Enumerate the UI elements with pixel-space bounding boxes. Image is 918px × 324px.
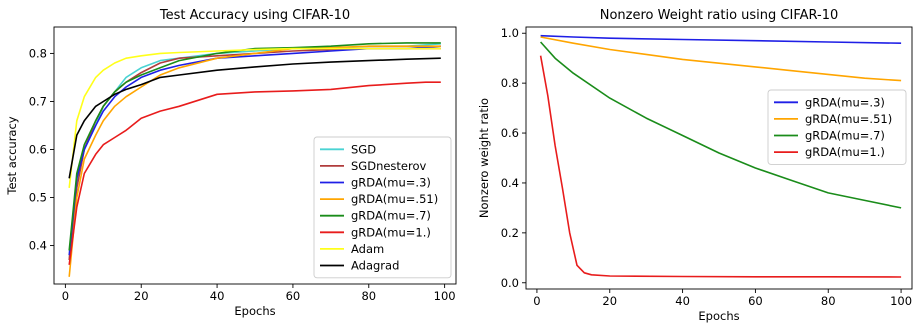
series-group [539,34,902,278]
series-line [68,57,441,179]
x-tick-label: 20 [602,294,617,308]
series-line [68,81,441,265]
chart-title: Test Accuracy using CIFAR-10 [159,8,350,23]
legend-entry: gRDA(mu=.7) [805,129,885,143]
x-tick-label: 100 [890,294,912,308]
y-tick-label: 0.4 [29,239,47,253]
y-tick-label: 0.8 [29,46,47,60]
y-axis-label: Nonzero weight ratio [477,98,491,218]
legend-entry: Adam [351,242,384,256]
series-line [68,47,441,188]
series-line [68,45,441,277]
legend-entry: gRDA(mu=.51) [351,192,438,206]
legend-box [767,89,907,165]
legend-box [313,136,452,279]
legend-entry: gRDA(mu=1.) [351,225,431,239]
chart-title: Nonzero Weight ratio using CIFAR-10 [600,8,839,23]
x-tick-label: 0 [62,289,69,303]
x-tick-label: 20 [134,289,149,303]
x-axis-label: Epochs [234,304,275,318]
y-tick-label: 0.4 [501,176,519,190]
y-tick-label: 0.6 [501,126,519,140]
y-axis-label: Test accuracy [5,116,19,195]
legend-entry: gRDA(mu=.3) [805,95,885,109]
legend-entry: SGD [351,142,376,156]
y-tick-label: 1.0 [501,26,519,40]
plot-frame [53,26,457,285]
series-line [540,41,902,209]
legend: gRDA(mu=.3) gRDA(mu=.51) gRDA(mu=.7) gRDA(m… [767,89,907,165]
legend: SGD SGDnesterov gRDA(mu=.3) gRDA(mu=.51) gRD… [313,136,452,279]
series-line [540,36,902,82]
y-tick-label: 0.5 [29,191,47,205]
series-line [68,45,441,256]
x-tick-label: 100 [434,289,456,303]
x-tick-label: 0 [533,294,540,308]
series-line [539,55,902,278]
x-tick-label: 80 [821,294,836,308]
legend-entry: gRDA(mu=1.) [805,145,885,159]
y-tick-label: 0.7 [29,94,47,108]
series-line [68,42,441,251]
y-tick-label: 0.6 [29,142,47,156]
legend-entry: Adagrad [351,259,399,273]
x-tick-label: 40 [675,294,690,308]
chart-nonzero-weight-ratio: Nonzero Weight ratio using CIFAR-10 0 20 40… [477,8,913,323]
y-tick-label: 0.0 [501,276,519,290]
plot-frame [525,26,913,290]
x-tick-label: 80 [361,289,376,303]
legend-entry: SGDnesterov [351,159,427,173]
y-tick-label: 0.2 [501,226,519,240]
x-tick-label: 40 [210,289,225,303]
legend-entry: gRDA(mu=.51) [805,112,892,126]
x-tick-label: 60 [286,289,301,303]
legend-entry: gRDA(mu=.3) [351,176,431,190]
x-tick-label: 60 [748,294,763,308]
x-axis-label: Epochs [698,309,739,323]
chart-test-accuracy: Test Accuracy using CIFAR-10 0 20 40 60 80 100… [5,8,457,318]
series-group [68,42,441,277]
series-line [540,34,902,44]
y-tick-label: 0.8 [501,76,519,90]
legend-entry: gRDA(mu=.7) [351,209,431,223]
